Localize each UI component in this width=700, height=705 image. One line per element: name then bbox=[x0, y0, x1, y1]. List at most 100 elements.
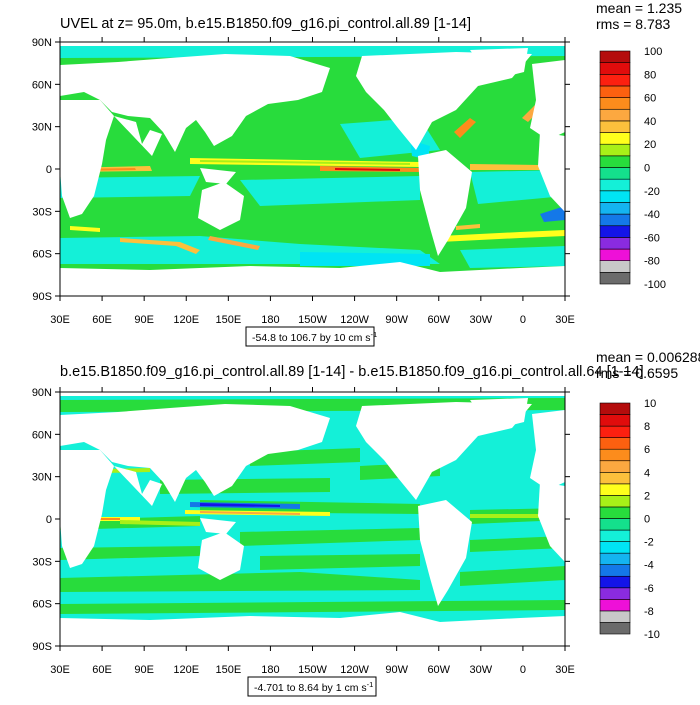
panel-2-lon-axis: 30E 60E 90E 120E 150E 180 150W 120W 90W 60W 30W 0 30… bbox=[50, 387, 575, 676]
colorbar-swatch bbox=[599, 190, 631, 203]
lon-label: 90E bbox=[134, 314, 154, 326]
panel-1-mean: mean = 1.235 bbox=[596, 0, 682, 16]
panel-2-rms: rms = 0.6595 bbox=[596, 365, 678, 381]
colorbar-label: -10 bbox=[644, 629, 660, 641]
lon-label: 30E bbox=[555, 314, 575, 326]
svg-text:-4.701 to 8.64 by 1 cm s-1: -4.701 to 8.64 by 1 cm s-1 bbox=[254, 680, 373, 694]
panel-2-ocean-field bbox=[60, 392, 565, 646]
panel-2-title: b.e15.B1850.f09_g16.pi_control.all.89 [1… bbox=[60, 364, 644, 380]
colorbar-label: 4 bbox=[644, 467, 650, 479]
lat-label: 30S bbox=[32, 206, 52, 218]
lon-label: 120W bbox=[340, 664, 369, 676]
lon-label: 150E bbox=[215, 314, 241, 326]
colorbar-swatch bbox=[599, 237, 631, 250]
lon-label: 30W bbox=[470, 314, 493, 326]
panel-2-map bbox=[60, 392, 565, 646]
colorbar-swatch bbox=[599, 97, 631, 110]
lon-label: 120E bbox=[173, 314, 199, 326]
lon-label: 60E bbox=[92, 664, 112, 676]
colorbar-swatch bbox=[599, 225, 631, 238]
colorbar-swatch bbox=[599, 552, 631, 566]
lat-label: 60N bbox=[32, 79, 52, 91]
panel-1-ocean-field bbox=[60, 42, 565, 296]
lon-label: 30E bbox=[50, 664, 70, 676]
panel-1: UVEL at z= 95.0m, b.e15.B1850.f09_g16.pi… bbox=[32, 0, 682, 347]
lon-label: 150E bbox=[215, 664, 241, 676]
colorbar-label: 10 bbox=[644, 398, 656, 410]
lon-label: 180 bbox=[261, 664, 279, 676]
lat-label: 30N bbox=[32, 122, 52, 134]
colorbar-swatch bbox=[599, 599, 631, 612]
panel-2-colorbar: 10 8 6 4 2 0 -2 -4 -6 -8 -10 bbox=[599, 398, 660, 641]
panel-1-lon-axis: 30E 60E 90E 120E 150E 180 150W 120W 90W 60W 30W 0 30… bbox=[50, 37, 575, 326]
colorbar-swatch bbox=[599, 178, 631, 192]
colorbar-swatch bbox=[599, 425, 631, 438]
colorbar-swatch bbox=[599, 132, 631, 145]
lat-label: 60N bbox=[32, 429, 52, 441]
panel-1-map bbox=[60, 42, 565, 296]
lon-label: 180 bbox=[261, 314, 279, 326]
colorbar-swatch bbox=[599, 62, 631, 75]
panel-1-colorbar: 100 80 60 40 20 0 -20 -40 -60 -80 -100 bbox=[599, 46, 666, 291]
lon-label: 150W bbox=[298, 314, 327, 326]
lon-label: 90W bbox=[385, 664, 408, 676]
lat-label: 0 bbox=[46, 514, 52, 526]
colorbar-swatch bbox=[599, 50, 631, 63]
lon-label: 30W bbox=[470, 664, 493, 676]
colorbar-swatch bbox=[599, 471, 631, 485]
colorbar-swatch bbox=[599, 167, 631, 180]
colorbar-label: 0 bbox=[644, 514, 650, 526]
panel-2-mean: mean = 0.006288 bbox=[596, 349, 700, 365]
lon-label: 30E bbox=[555, 664, 575, 676]
colorbar-label: 100 bbox=[644, 46, 662, 58]
colorbar-swatch bbox=[599, 460, 631, 473]
colorbar-swatch bbox=[599, 541, 631, 554]
panel-1-title: UVEL at z= 95.0m, b.e15.B1850.f09_g16.pi… bbox=[60, 16, 471, 32]
colorbar-swatch bbox=[599, 85, 631, 98]
lat-label: 0 bbox=[46, 164, 52, 176]
lat-label: 90N bbox=[32, 37, 52, 49]
colorbar-label: -4 bbox=[644, 560, 654, 572]
colorbar-label: 6 bbox=[644, 444, 650, 456]
colorbar-label: -80 bbox=[644, 256, 660, 268]
lon-label: 0 bbox=[520, 314, 526, 326]
lon-label: 120E bbox=[173, 664, 199, 676]
colorbar-swatch bbox=[599, 529, 631, 542]
colorbar-swatch bbox=[599, 518, 631, 531]
colorbar-label: 20 bbox=[644, 139, 656, 151]
colorbar-label: -2 bbox=[644, 537, 654, 549]
lat-label: 90S bbox=[32, 291, 52, 303]
colorbar-swatch bbox=[599, 506, 631, 519]
colorbar-label: -40 bbox=[644, 209, 660, 221]
lon-label: 90W bbox=[385, 314, 408, 326]
colorbar-swatch bbox=[599, 402, 631, 415]
lon-label: 0 bbox=[520, 664, 526, 676]
colorbar-swatch bbox=[599, 610, 631, 623]
colorbar-swatch bbox=[599, 202, 631, 215]
colorbar-label: -60 bbox=[644, 232, 660, 244]
colorbar-swatch bbox=[599, 272, 631, 285]
colorbar-label: 40 bbox=[644, 116, 656, 128]
svg-text:-54.8 to 106.7 by 10 cm s-1: -54.8 to 106.7 by 10 cm s-1 bbox=[252, 330, 377, 344]
colorbar-swatch bbox=[599, 108, 631, 122]
colorbar-swatch bbox=[599, 143, 631, 157]
lat-label: 30N bbox=[32, 472, 52, 484]
colorbar-swatch bbox=[599, 448, 631, 462]
lat-label: 30S bbox=[32, 556, 52, 568]
colorbar-label: 8 bbox=[644, 421, 650, 433]
colorbar-label: -100 bbox=[644, 279, 666, 291]
colorbar-swatch bbox=[599, 120, 631, 133]
colorbar-label: -8 bbox=[644, 606, 654, 618]
colorbar-swatch bbox=[599, 74, 631, 87]
panel-1-rms: rms = 8.783 bbox=[596, 16, 671, 32]
lat-label: 90S bbox=[32, 641, 52, 653]
lon-label: 60E bbox=[92, 314, 112, 326]
colorbar-swatch bbox=[599, 622, 631, 635]
lon-label: 30E bbox=[50, 314, 70, 326]
colorbar-label: -20 bbox=[644, 186, 660, 198]
colorbar-swatch bbox=[599, 213, 631, 227]
colorbar-swatch bbox=[599, 575, 631, 589]
panel-1-lat-axis: 90N 60N 30N 0 30S 60S 90S bbox=[32, 37, 570, 303]
colorbar-label: -6 bbox=[644, 583, 654, 595]
